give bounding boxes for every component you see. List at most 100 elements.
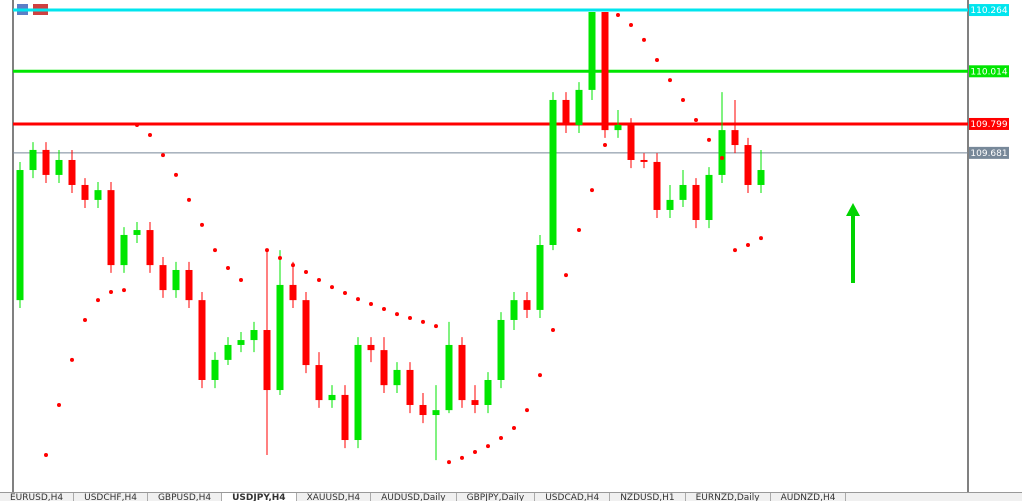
psar-dot [109, 290, 113, 295]
psar-dot [265, 248, 269, 253]
candle-body [68, 159, 76, 185]
psar-dot [83, 317, 87, 322]
psar-dot [161, 153, 165, 158]
candle-body [471, 400, 479, 405]
chart-tab[interactable]: USDCHF,H4 [74, 493, 148, 501]
psar-dot [96, 298, 100, 303]
price-label-box [969, 65, 1009, 78]
chart-tab[interactable]: USDJPY,H4 [222, 493, 297, 501]
candle-body [276, 284, 284, 391]
psar-dot [603, 143, 607, 148]
candle-body [718, 130, 726, 175]
candle-body [640, 159, 648, 162]
psar-dot [564, 273, 568, 278]
psar-dot [759, 236, 763, 241]
psar-dot [538, 373, 542, 378]
candle-body [731, 130, 739, 146]
candle-body [55, 159, 63, 175]
psar-dot [395, 312, 399, 317]
chart-tab[interactable]: EURNZD,Daily [686, 493, 771, 501]
psar-dot [408, 316, 412, 321]
psar-dot [473, 450, 477, 455]
candle-body [679, 184, 687, 200]
psar-dot [174, 172, 178, 177]
candle-body [614, 124, 622, 131]
candle-body [237, 340, 245, 345]
psar-dot [122, 288, 126, 293]
psar-dot [135, 122, 139, 127]
tab-bar: EURUSD,H4 USDCHF,H4 GBPUSD,H4 USDJPY,H4 XAUU… [0, 492, 1022, 501]
psar-dot [343, 291, 347, 296]
price-label-box [969, 4, 1009, 17]
psar-dot [577, 228, 581, 233]
candle-body [380, 350, 388, 386]
psar-dot [213, 248, 217, 253]
candle-body [341, 394, 349, 441]
candle-body [757, 170, 765, 185]
psar-dot [148, 132, 152, 137]
psar-dot [382, 306, 386, 311]
psar-dot [486, 444, 490, 449]
chart-tab[interactable]: XAUUSD,H4 [297, 493, 372, 501]
psar-dot [525, 408, 529, 413]
psar-dot [421, 319, 425, 324]
up-arrow-head [846, 203, 860, 216]
psar-dot [187, 197, 191, 202]
psar-dot [330, 285, 334, 290]
price-label: 109.799 [970, 120, 1007, 130]
psar-dot [304, 269, 308, 274]
chart-tab[interactable]: GBPUSD,H4 [148, 493, 223, 501]
psar-dot [44, 452, 48, 457]
candle-body [107, 190, 115, 266]
candle-body [133, 230, 141, 235]
candle-body [484, 379, 492, 405]
candle-body [315, 365, 323, 401]
candle-body [523, 300, 531, 310]
psar-dot [681, 97, 685, 102]
candle-body [211, 359, 219, 380]
psar-dot [746, 243, 750, 247]
candle-body [250, 330, 258, 341]
candle-body [302, 300, 310, 366]
psar-dot [447, 460, 451, 465]
candle-body [705, 174, 713, 221]
candle-body [510, 300, 518, 320]
candle-body [653, 161, 661, 210]
chart-tab[interactable]: AUDNZD,H4 [771, 493, 847, 501]
candle-body [497, 319, 505, 380]
candle-body [185, 269, 193, 301]
candle-body [224, 344, 232, 360]
candle-body [627, 124, 635, 160]
candle-body [549, 99, 557, 246]
psar-dot [200, 222, 204, 227]
candle-body [289, 284, 297, 301]
candle-body [198, 300, 206, 380]
chart-tab[interactable]: AUDUSD,Daily [371, 493, 457, 501]
candle-body [42, 149, 50, 175]
candle-body [692, 184, 700, 221]
chart-tab[interactable]: EURUSD,H4 [0, 493, 75, 501]
chart-tab[interactable]: GBPJPY,Daily [457, 493, 536, 501]
candle-body [562, 99, 570, 125]
candle-body [588, 12, 596, 90]
candle-body [666, 199, 674, 210]
psar-dot [551, 328, 555, 333]
psar-dot [499, 436, 503, 441]
psar-dot [460, 455, 464, 460]
price-label-box [969, 146, 1009, 159]
candle-body [16, 170, 24, 301]
psar-dot [616, 12, 620, 17]
chart-tab[interactable]: USDCAD,H4 [535, 493, 611, 501]
candle-body [406, 369, 414, 405]
candle-body [172, 269, 180, 291]
psar-dot [733, 248, 737, 253]
psar-dot [278, 255, 282, 260]
psar-dot [317, 278, 321, 283]
psar-dot [57, 402, 61, 407]
chart-tab[interactable]: NZDUSD,H1 [610, 493, 686, 501]
candle-body [328, 394, 336, 401]
candle-body [458, 344, 466, 401]
psar-dot [668, 78, 672, 83]
psar-dot [239, 278, 243, 283]
